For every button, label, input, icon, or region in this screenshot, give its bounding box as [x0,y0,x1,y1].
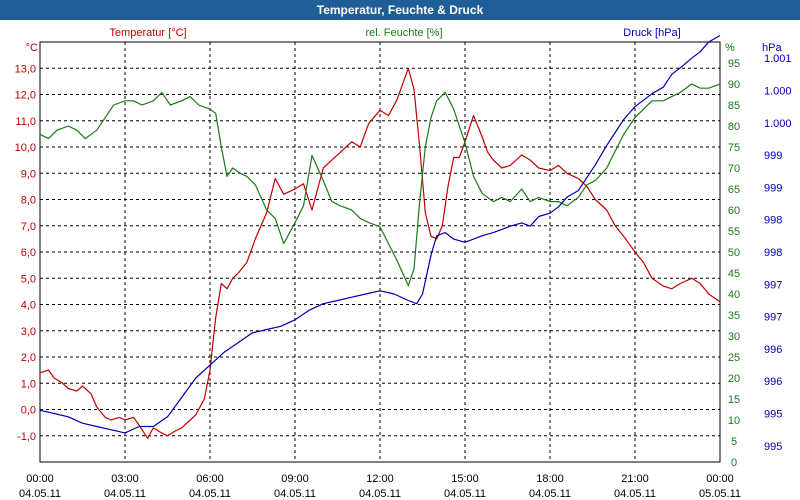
date-tick-label: 04.05.11 [189,488,231,500]
temperature-tick-label: 12,0 [15,90,36,102]
humidity-tick-label: 30 [728,331,740,343]
pressure-tick-label: 995 [764,409,782,421]
temperature-tick-label: 5,0 [21,273,36,285]
pressure-tick-label: 998 [764,247,782,259]
humidity-unit-label: % [725,42,735,54]
time-tick-label: 09:00 [281,473,309,485]
pressure-tick-label: 997 [764,279,782,291]
legend-pressure: Druck [hPa] [623,27,680,39]
temperature-tick-label: 4,0 [21,300,36,312]
pressure-tick-label: 999 [764,150,782,162]
date-tick-label: 04.05.11 [444,488,486,500]
time-tick-label: 00:00 [26,473,54,485]
date-tick-label: 04.05.11 [529,488,571,500]
temperature-tick-label: 11,0 [15,116,36,128]
pressure-tick-label: 1.001 [764,53,792,65]
humidity-tick-label: 95 [728,58,740,70]
time-tick-label: 03:00 [111,473,139,485]
pressure-unit-label: hPa [762,42,782,54]
temperature-tick-label: -1,0 [17,431,36,443]
pressure-tick-label: 996 [764,344,782,356]
date-tick-label: 04.05.11 [359,488,401,500]
temperature-tick-label: 2,0 [21,352,36,364]
time-tick-label: 12:00 [366,473,394,485]
legend-humidity: rel. Feuchte [%] [365,27,442,39]
humidity-line [39,83,721,287]
grid-lines [40,42,720,462]
humidity-axis: 0 5 10 15 20 25 30 35 40 45 50 55 60 65 70 75 80 85 90 95 [728,58,740,469]
time-tick-label: 15:00 [451,473,479,485]
pressure-tick-label: 998 [764,215,782,227]
date-tick-label: 04.05.11 [19,488,61,500]
humidity-tick-label: 0 [731,457,737,469]
humidity-tick-label: 15 [728,394,740,406]
humidity-tick-label: 55 [728,226,740,238]
humidity-tick-label: 45 [728,268,740,280]
time-tick-label: 18:00 [536,473,564,485]
humidity-tick-label: 85 [728,100,740,112]
humidity-tick-label: 65 [728,184,740,196]
date-tick-label: 04.05.11 [614,488,656,500]
date-tick-label: 04.05.11 [104,488,146,500]
pressure-tick-label: 996 [764,376,782,388]
pressure-tick-label: 999 [764,182,782,194]
humidity-tick-label: 20 [728,373,740,385]
temperature-axis: -1,0 0,0 1,0 2,0 3,0 4,0 5,0 6,0 7,0 8,0 9,0 10,0 11… [15,63,36,443]
legend-temperature: Temperatur [°C] [109,27,186,39]
humidity-tick-label: 35 [728,310,740,322]
time-axis: 00:00 04.05.11 03:00 04.05.11 06:00 04.05.11 0… [19,473,741,500]
temperature-tick-label: 10,0 [15,142,36,154]
humidity-tick-label: 80 [728,121,740,133]
humidity-tick-label: 90 [728,79,740,91]
weather-chart: -1,0 0,0 1,0 2,0 3,0 4,0 5,0 6,0 7,0 8,0 9,0 10,0 11… [15,27,792,500]
temperature-tick-label: 1,0 [21,378,36,390]
temperature-tick-label: 6,0 [21,247,36,259]
temperature-unit-label: °C [26,42,38,54]
humidity-tick-label: 10 [728,415,740,427]
temperature-line [39,67,721,439]
temperature-tick-label: 9,0 [21,168,36,180]
temperature-tick-label: 0,0 [21,405,36,417]
temperature-tick-label: 8,0 [21,195,36,207]
humidity-tick-label: 50 [728,247,740,259]
chart-title: Temperatur, Feuchte & Druck [0,0,800,20]
pressure-line [39,34,721,434]
temperature-tick-label: 3,0 [21,326,36,338]
date-tick-label: 05.05.11 [699,488,741,500]
humidity-tick-label: 40 [728,289,740,301]
pressure-tick-label: 995 [764,441,782,453]
temperature-tick-label: 13,0 [15,63,36,75]
pressure-tick-label: 1.000 [764,85,792,97]
humidity-tick-label: 25 [728,352,740,364]
time-tick-label: 06:00 [196,473,224,485]
humidity-tick-label: 5 [731,436,737,448]
humidity-tick-label: 75 [728,142,740,154]
series-lines [39,34,721,439]
humidity-tick-label: 70 [728,163,740,175]
time-tick-label: 00:00 [706,473,734,485]
pressure-axis: 995 995 996 996 997 997 998 998 999 999 1.000 1.000… [764,53,792,453]
pressure-tick-label: 1.000 [764,118,792,130]
pressure-tick-label: 997 [764,312,782,324]
time-tick-label: 21:00 [621,473,649,485]
humidity-tick-label: 60 [728,205,740,217]
date-tick-label: 04.05.11 [274,488,316,500]
temperature-tick-label: 7,0 [21,221,36,233]
